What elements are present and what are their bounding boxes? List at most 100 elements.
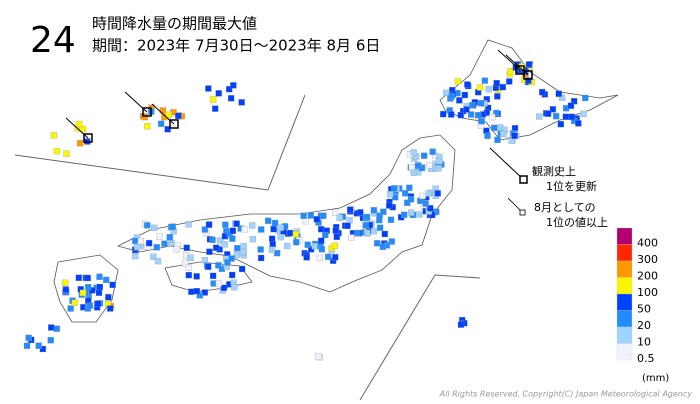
station [567, 102, 575, 109]
station [427, 205, 434, 212]
station [436, 158, 443, 165]
station [182, 260, 189, 267]
station [271, 219, 279, 227]
legend-label: 200 [637, 270, 658, 283]
station [461, 91, 469, 99]
station [228, 255, 235, 262]
legend-swatch [616, 343, 633, 361]
station [362, 222, 369, 229]
station [109, 281, 116, 289]
station [161, 240, 168, 247]
station [144, 123, 151, 130]
station [205, 263, 212, 270]
station [491, 124, 498, 132]
station [332, 227, 339, 234]
station [222, 221, 229, 228]
header-number: 24 [30, 20, 76, 61]
station [536, 113, 543, 120]
station [95, 289, 103, 296]
station [401, 211, 408, 218]
station [544, 110, 552, 117]
station [273, 249, 281, 257]
note-leader [489, 147, 525, 181]
station [426, 161, 433, 169]
station [53, 325, 60, 332]
station [410, 149, 417, 156]
station [332, 209, 339, 216]
station [187, 254, 194, 261]
station [406, 184, 413, 191]
station [318, 226, 325, 233]
station [94, 300, 102, 307]
station [407, 196, 415, 203]
station [539, 88, 546, 96]
stations [23, 49, 589, 361]
station [215, 279, 222, 287]
station [86, 302, 94, 309]
station [562, 113, 570, 120]
station [75, 274, 82, 281]
station [434, 190, 441, 197]
station [85, 283, 92, 291]
station [370, 228, 378, 235]
station [79, 125, 86, 133]
station [133, 244, 141, 251]
station [402, 190, 409, 197]
station [388, 238, 396, 245]
station [404, 199, 411, 206]
station [552, 113, 560, 120]
station [454, 78, 462, 85]
station [464, 81, 471, 88]
station [346, 217, 353, 224]
station [555, 90, 562, 97]
legend-swatch [616, 227, 633, 245]
station [307, 212, 314, 219]
station [156, 233, 163, 240]
station [286, 229, 294, 237]
station [144, 222, 151, 229]
station [227, 95, 235, 102]
station [500, 130, 507, 138]
station [53, 147, 60, 155]
station [216, 237, 224, 244]
station [209, 272, 217, 280]
legend-swatch [616, 326, 633, 344]
station [270, 225, 277, 233]
note-text: 8月としての [534, 201, 596, 214]
station [173, 245, 181, 253]
station [320, 212, 327, 219]
station [269, 241, 276, 248]
legend-label: 50 [637, 303, 651, 316]
station [50, 132, 58, 139]
station [302, 217, 310, 225]
station [153, 244, 160, 251]
station [257, 246, 264, 253]
station [221, 241, 228, 248]
station [268, 246, 276, 253]
station [456, 97, 463, 104]
station [164, 126, 171, 133]
station [416, 211, 423, 218]
station [238, 265, 246, 273]
station [132, 252, 139, 260]
station [381, 230, 388, 238]
station [364, 229, 371, 236]
station [137, 237, 145, 245]
station [363, 213, 371, 221]
station [165, 111, 172, 119]
station [457, 321, 465, 328]
station [494, 93, 501, 100]
station [169, 223, 176, 230]
legend-label: 300 [637, 253, 658, 266]
station [344, 222, 351, 230]
record-marker [169, 119, 179, 129]
station [257, 254, 265, 262]
legend-swatch [616, 260, 633, 278]
station [233, 251, 240, 259]
station [145, 239, 153, 247]
station [325, 253, 332, 261]
station [25, 334, 32, 342]
note-marker [519, 175, 528, 184]
station [79, 289, 87, 297]
